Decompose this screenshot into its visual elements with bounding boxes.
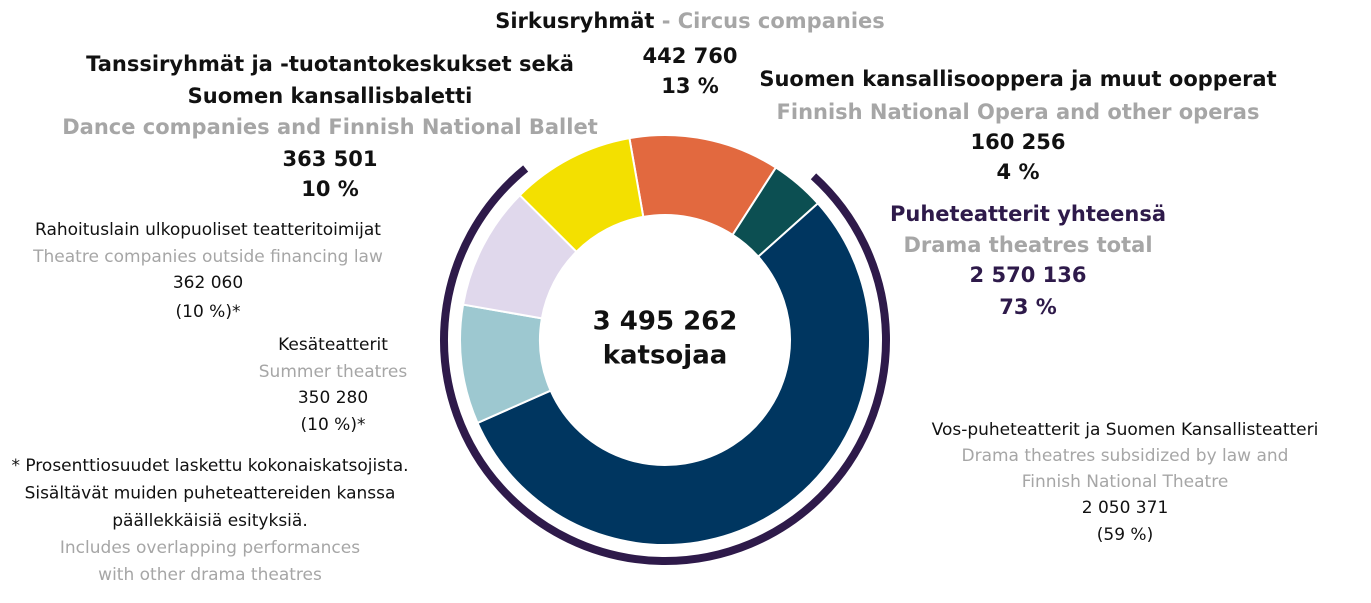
segment-value: 2 050 371 — [1082, 498, 1169, 518]
segment-name-en: Dance companies and Finnish National Bal… — [62, 115, 597, 139]
center-total: 3 495 262 — [593, 307, 738, 337]
segment-name-en: Finnish National Theatre — [1022, 472, 1229, 492]
segment-name-en: Finnish National Opera and other operas — [777, 100, 1260, 124]
segment-name: Vos-puheteatterit ja Suomen Kansallistea… — [932, 420, 1319, 440]
segment-name: Kesäteatterit — [278, 335, 388, 355]
segment-name: Suomen kansallisooppera ja muut oopperat — [759, 67, 1276, 91]
center-label: katsojaa — [603, 341, 728, 371]
group-name-en: Drama theatres total — [903, 233, 1152, 257]
segment-name-en: Theatre companies outside financing law — [32, 247, 383, 267]
segment-name: Suomen kansallisbaletti — [188, 84, 473, 108]
segment-percent: 13 % — [661, 74, 719, 98]
donut-segment — [518, 136, 645, 254]
segment-name-en: Summer theatres — [259, 362, 408, 382]
segment-value: 350 280 — [298, 388, 368, 408]
footnote-en: Includes overlapping performances — [60, 538, 360, 558]
segment-name: Tanssiryhmät ja -tuotantokeskukset sekä — [86, 52, 574, 76]
segment-percent: (59 %) — [1097, 525, 1153, 545]
segment-percent: 4 % — [997, 160, 1040, 184]
segment-percent: 10 % — [301, 177, 359, 201]
segment-label: Sirkusryhmät - Circus companies — [495, 9, 885, 33]
segment-percent: (10 %)* — [176, 302, 241, 322]
donut-segment — [476, 201, 871, 546]
group-arc — [440, 165, 890, 565]
segment-value: 362 060 — [173, 273, 243, 293]
footnote-en: with other drama theatres — [98, 565, 322, 585]
group-value: 2 570 136 — [970, 263, 1087, 287]
segment-name-en: - Circus companies — [654, 9, 884, 33]
footnote: Sisältävät muiden puheteattereiden kanss… — [25, 484, 396, 504]
segment-value: 160 256 — [971, 130, 1066, 154]
group-percent: 73 % — [999, 295, 1057, 319]
group-name: Puheteatterit yhteensä — [890, 202, 1166, 226]
footnote: päällekkäisiä esityksiä. — [112, 511, 307, 531]
footnote: * Prosenttiosuudet laskettu kokonaiskats… — [11, 456, 408, 476]
segment-value: 442 760 — [643, 44, 738, 68]
segment-value: 363 501 — [283, 147, 378, 171]
segment-name: Rahoituslain ulkopuoliset teatteritoimij… — [35, 220, 381, 240]
segment-name-en: Drama theatres subsidized by law and — [962, 446, 1289, 466]
segment-percent: (10 %)* — [301, 415, 366, 435]
segment-name: Sirkusryhmät — [495, 9, 654, 33]
